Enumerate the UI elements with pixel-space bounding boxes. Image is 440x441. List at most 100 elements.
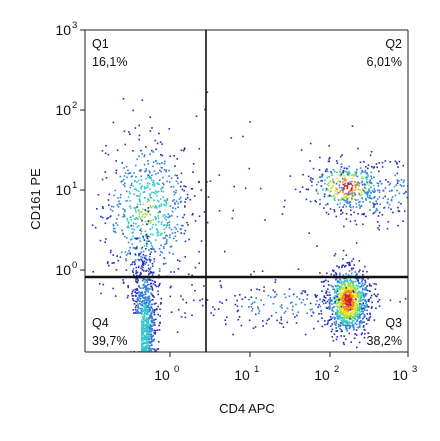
event-dot-q2 [144, 347, 146, 350]
event-dot-q2 [163, 263, 165, 265]
event-dot-q3 [331, 309, 333, 311]
event-dot-q2 [141, 265, 143, 267]
event-dot-q4 [354, 181, 356, 183]
event-dot-q3 [253, 270, 255, 273]
event-dot-q1 [184, 147, 186, 150]
event-dot-q3 [350, 294, 352, 297]
event-dot-q3 [295, 303, 297, 306]
event-dot-q3 [359, 295, 362, 297]
event-dot-q3 [347, 322, 349, 324]
event-dot-q1 [155, 148, 157, 150]
event-dot-q3 [362, 284, 365, 287]
event-dot-q4 [345, 199, 347, 202]
event-dot-q1 [144, 230, 147, 233]
event-dot-q3 [355, 277, 358, 280]
event-dot-q3 [345, 287, 347, 289]
event-dot-q4 [362, 177, 364, 179]
event-dot-q1 [131, 238, 133, 240]
event-dot-q1 [155, 218, 157, 220]
event-dot-q2 [143, 270, 145, 272]
event-dot-q1 [176, 230, 179, 233]
event-dot-q3 [352, 319, 355, 322]
event-dot-q2 [153, 303, 156, 305]
event-dot-q4 [367, 167, 369, 170]
event-dot-q3 [370, 285, 372, 287]
event-dot-q3 [369, 316, 372, 318]
event-dot-q2 [130, 224, 132, 227]
event-dot-q2 [154, 284, 157, 286]
event-dot-q2 [145, 289, 148, 292]
event-dot-q2 [150, 330, 152, 333]
event-dot-q2 [141, 304, 144, 307]
event-dot-q3 [362, 318, 364, 320]
event-dot-q2 [138, 259, 141, 261]
event-dot-q2 [148, 304, 150, 306]
event-dot-q4 [327, 160, 330, 163]
event-dot-q2 [129, 253, 131, 255]
event-dot-q2 [157, 285, 160, 288]
event-dot-q3 [334, 299, 337, 302]
event-dot-q2 [134, 308, 137, 311]
event-dot-q1 [131, 228, 133, 230]
event-dot-q2 [147, 335, 150, 337]
event-dot-q3 [337, 284, 340, 287]
event-dot-q3 [354, 300, 357, 303]
event-dot-q2 [148, 302, 150, 305]
event-dot-q3 [283, 312, 286, 314]
event-dot-q1 [195, 115, 198, 118]
event-dot-q1 [110, 205, 113, 208]
event-dot-q3 [337, 294, 339, 297]
event-dot-q1 [172, 207, 174, 209]
event-dot-q1 [149, 177, 152, 180]
event-dot-q4 [324, 179, 326, 182]
event-dot-q2 [149, 347, 152, 350]
event-dot-q3 [365, 301, 368, 303]
event-dot-q4 [321, 180, 323, 182]
event-dot-q2 [145, 324, 147, 326]
event-dot-q4 [346, 186, 349, 188]
event-dot-q4 [360, 205, 363, 207]
event-dot-q4 [324, 170, 327, 173]
event-dot-q3 [340, 316, 342, 319]
event-dot-q3 [360, 303, 363, 306]
event-dot-q1 [167, 216, 170, 219]
event-dot-q4 [327, 182, 330, 184]
event-dot-q1 [134, 164, 137, 167]
event-dot-q3 [366, 289, 369, 292]
event-dot-q3 [330, 284, 332, 287]
event-dot-q2 [142, 336, 145, 338]
event-dot-q3 [275, 311, 277, 314]
event-dot-q1 [136, 217, 139, 220]
event-dot-q3 [323, 285, 325, 287]
event-dot-q4 [336, 181, 338, 184]
event-dot-q1 [131, 243, 134, 245]
event-dot-q1 [166, 222, 169, 224]
event-dot-q4 [312, 178, 314, 180]
event-dot-q1 [143, 186, 146, 188]
event-dot-q3 [362, 295, 365, 297]
event-dot-q4 [343, 204, 346, 206]
event-dot-q1 [137, 179, 140, 182]
event-dot-q1 [115, 222, 117, 224]
event-dot-q2 [150, 319, 153, 322]
event-dot-q2 [150, 326, 152, 328]
event-dot-q3 [286, 307, 289, 310]
event-dot-q3 [334, 312, 337, 314]
event-dot-q3 [359, 305, 361, 307]
event-dot-q3 [302, 290, 304, 292]
event-dot-q1 [142, 223, 144, 226]
event-dot-q3 [338, 298, 341, 301]
event-dot-q2 [136, 312, 139, 314]
event-dot-q1 [140, 175, 143, 178]
event-dot-q3 [357, 301, 360, 303]
event-dot-q1 [123, 167, 125, 169]
event-dot-q3 [351, 303, 353, 305]
event-dot-q2 [144, 327, 146, 329]
event-dot-q3 [359, 292, 362, 294]
event-dot-q2 [140, 350, 143, 352]
event-dot-q4 [368, 188, 370, 190]
event-dot-q1 [155, 206, 158, 208]
event-dot-q3 [359, 313, 361, 315]
event-dot-q4 [382, 207, 385, 209]
event-dot-q1 [169, 155, 172, 157]
